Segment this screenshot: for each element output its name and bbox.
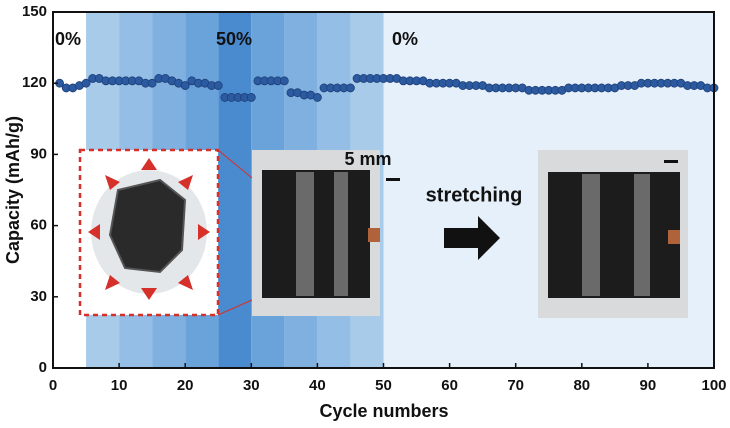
data-point [147, 78, 157, 88]
scale-label: 5 mm [344, 149, 391, 169]
photo-stretched [538, 150, 688, 318]
x-tick-label: 100 [701, 377, 726, 394]
plot-frame [52, 11, 715, 369]
strain-band [218, 12, 252, 368]
data-point [213, 81, 223, 90]
x-tick-label: 10 [111, 377, 128, 394]
data-point [180, 81, 190, 90]
x-tick-label: 70 [507, 377, 524, 394]
x-tick-label: 40 [309, 377, 326, 394]
arrow [444, 216, 500, 260]
x-axis-title: Cycle numbers [319, 401, 448, 421]
y-tick-label: 90 [30, 145, 47, 162]
y-tick-label: 0 [39, 359, 47, 376]
data-point [346, 83, 355, 93]
y-tick-label: 30 [30, 288, 47, 305]
x-tick-label: 0 [49, 377, 57, 394]
y-axis-title: Capacity (mAh/g) [3, 116, 23, 264]
y-tick-label: 120 [22, 74, 47, 91]
x-tick-label: 90 [640, 377, 657, 394]
x-tick-label: 20 [177, 377, 194, 394]
inset-schematic [78, 148, 253, 317]
y-tick-label: 150 [22, 3, 47, 20]
x-tick-label: 80 [573, 377, 590, 394]
strain-label: 50% [216, 29, 252, 49]
data-point [81, 78, 91, 88]
data-point [312, 93, 322, 102]
strain-label: 0% [392, 29, 418, 49]
y-tick-label: 60 [30, 217, 47, 234]
arrow-label: stretching [426, 184, 523, 206]
points [55, 74, 719, 102]
strain-label: 0% [55, 29, 81, 49]
x-tick-label: 60 [441, 377, 458, 394]
x-tick-label: 50 [375, 377, 392, 394]
data-point [246, 93, 256, 102]
photo-relaxed [252, 150, 400, 316]
data-point [279, 76, 289, 86]
x-tick-label: 30 [243, 377, 260, 394]
